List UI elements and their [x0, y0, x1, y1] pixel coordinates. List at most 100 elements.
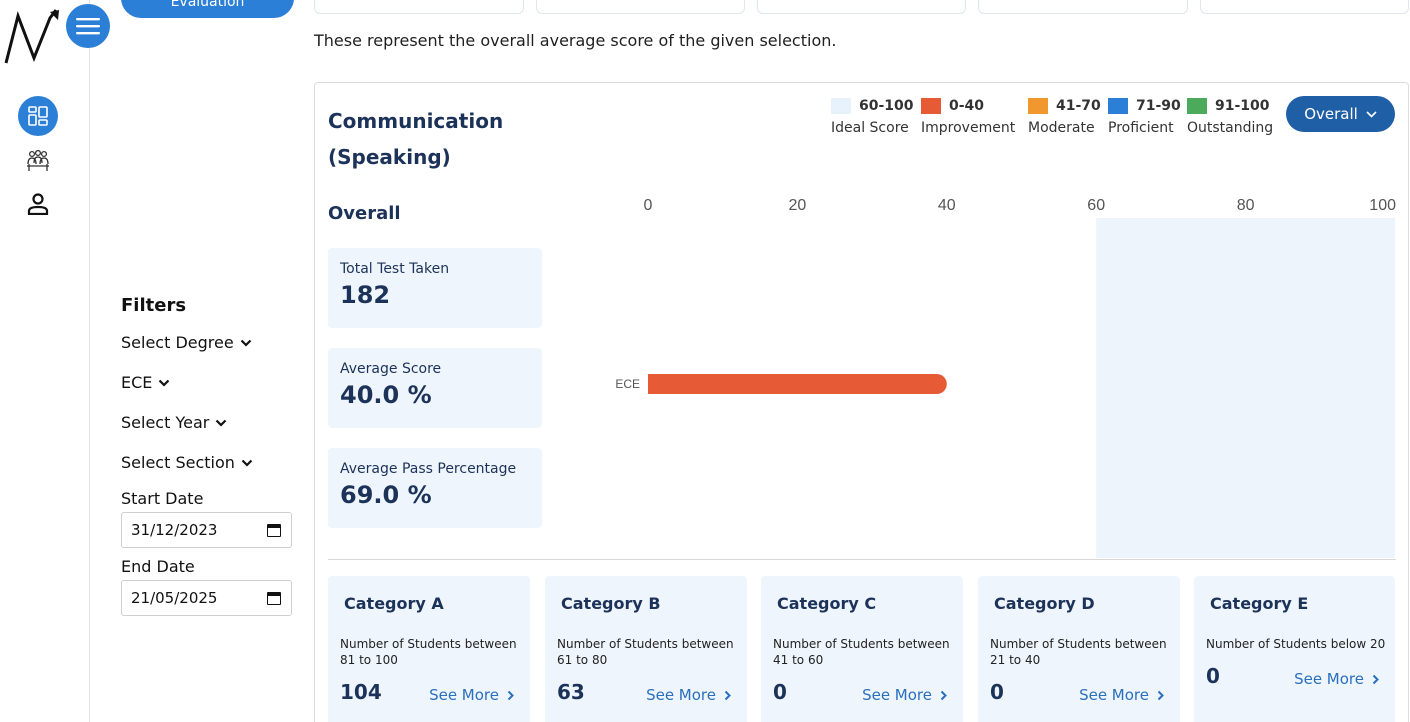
legend-range: 60-100 — [859, 98, 914, 114]
overall-button-label: Overall — [1304, 105, 1358, 123]
end-date-input[interactable]: 21/05/2025 — [121, 580, 292, 616]
legend-swatch — [921, 98, 941, 114]
stat-value: 40.0 % — [340, 381, 432, 409]
start-date-value: 31/12/2023 — [131, 521, 218, 539]
legend-label: Proficient — [1108, 120, 1174, 136]
stat-label: Total Test Taken — [340, 261, 450, 277]
legend-swatch — [1028, 98, 1048, 114]
category-count: 104 — [340, 680, 382, 704]
year-select[interactable]: Select Year — [121, 413, 227, 432]
year-select-label: Select Year — [121, 413, 210, 432]
logo-mark — [4, 9, 59, 64]
see-more-label: See More — [1294, 670, 1364, 688]
category-description: Number of Students between 21 to 40 — [990, 637, 1167, 667]
chevron-down-icon — [1366, 110, 1377, 118]
see-more-link[interactable]: See More — [1079, 686, 1164, 704]
category-title: Category B — [561, 594, 661, 613]
legend-range: 91-100 — [1215, 98, 1270, 114]
filters-title: Filters — [121, 295, 187, 316]
calendar-icon[interactable] — [267, 523, 281, 537]
category-card-c: Category C Number of Students between 41… — [761, 576, 963, 722]
chevron-right-icon — [507, 690, 514, 700]
section-title: Overall — [328, 203, 401, 224]
branch-select[interactable]: ECE — [121, 373, 170, 392]
summary-tile — [1200, 0, 1409, 14]
degree-select-label: Select Degree — [121, 333, 234, 352]
y-category-label: ECE — [615, 377, 640, 391]
legend-item: 91-100 Outstanding — [1187, 95, 1273, 136]
see-more-link[interactable]: See More — [646, 686, 731, 704]
overall-dropdown-button[interactable]: Overall — [1286, 96, 1395, 132]
left-rail — [0, 0, 110, 722]
info-text: These represent the overall average scor… — [314, 31, 837, 50]
category-description: Number of Students between 81 to 100 — [340, 637, 517, 667]
chevron-down-icon — [241, 459, 253, 467]
category-count: 0 — [773, 680, 787, 704]
category-title: Category A — [344, 594, 444, 613]
legend-item: 41-70 Moderate — [1028, 95, 1101, 136]
calendar-icon[interactable] — [267, 591, 281, 605]
stat-total-tests: Total Test Taken 182 — [328, 248, 542, 328]
chevron-right-icon — [724, 690, 731, 700]
see-more-label: See More — [429, 686, 499, 704]
evaluation-button[interactable]: Evaluation — [121, 0, 294, 18]
score-bar-cap — [648, 374, 660, 394]
category-card-b: Category B Number of Students between 61… — [545, 576, 747, 722]
x-tick-label: 20 — [789, 197, 807, 214]
stat-value: 182 — [340, 281, 391, 309]
category-description: Number of Students between 61 to 80 — [557, 637, 734, 667]
legend-item: 60-100 Ideal Score — [831, 95, 914, 136]
legend-range: 71-90 — [1136, 98, 1181, 114]
stat-pass-percentage: Average Pass Percentage 69.0 % — [328, 448, 542, 528]
category-count: 0 — [990, 680, 1004, 704]
nav-people[interactable] — [18, 141, 58, 181]
see-more-link[interactable]: See More — [1294, 670, 1379, 688]
chevron-right-icon — [940, 690, 947, 700]
summary-tile — [757, 0, 966, 14]
summary-tile — [978, 0, 1188, 14]
x-tick-label: 100 — [1369, 197, 1396, 214]
x-tick-label: 60 — [1087, 197, 1105, 214]
category-card-d: Category D Number of Students between 21… — [978, 576, 1180, 722]
section-select[interactable]: Select Section — [121, 453, 253, 472]
stat-average-score: Average Score 40.0 % — [328, 348, 542, 428]
legend-swatch — [831, 98, 851, 114]
nav-profile[interactable] — [18, 184, 58, 224]
category-title: Category D — [994, 594, 1095, 613]
legend-label: Outstanding — [1187, 120, 1274, 136]
see-more-link[interactable]: See More — [429, 686, 514, 704]
end-date-label: End Date — [121, 557, 195, 576]
degree-select[interactable]: Select Degree — [121, 333, 252, 352]
dashboard-icon — [28, 106, 48, 126]
x-tick-label: 80 — [1237, 197, 1255, 214]
category-description: Number of Students between 41 to 60 — [773, 637, 950, 667]
legend-item: 71-90 Proficient — [1108, 95, 1181, 136]
hamburger-menu-button[interactable] — [66, 4, 110, 48]
section-select-label: Select Section — [121, 453, 235, 472]
start-date-input[interactable]: 31/12/2023 — [121, 512, 292, 548]
nav-dashboard[interactable] — [18, 96, 58, 136]
category-card-a: Category A Number of Students between 81… — [328, 576, 530, 722]
see-more-label: See More — [646, 686, 716, 704]
legend-swatch — [1108, 98, 1128, 114]
hamburger-icon — [76, 18, 100, 35]
divider — [328, 559, 1396, 560]
category-description: Number of Students below 20 — [1206, 637, 1386, 651]
chevron-down-icon — [240, 339, 251, 347]
chevron-right-icon — [1372, 674, 1379, 684]
category-count: 0 — [1206, 664, 1220, 688]
see-more-link[interactable]: See More — [862, 686, 947, 704]
legend-label: Ideal Score — [831, 120, 909, 136]
legend-item: 0-40 Improvement — [921, 95, 1015, 136]
x-tick-label: 0 — [644, 197, 653, 214]
category-title: Category C — [777, 594, 877, 613]
chevron-down-icon — [216, 419, 227, 427]
category-card-e: Category E Number of Students below 20 0… — [1194, 576, 1395, 722]
summary-tile — [314, 0, 524, 14]
people-icon — [27, 150, 49, 171]
end-date-value: 21/05/2025 — [131, 589, 218, 607]
stat-label: Average Pass Percentage — [340, 461, 517, 477]
branch-select-label: ECE — [121, 373, 153, 392]
legend-range: 0-40 — [949, 98, 985, 114]
